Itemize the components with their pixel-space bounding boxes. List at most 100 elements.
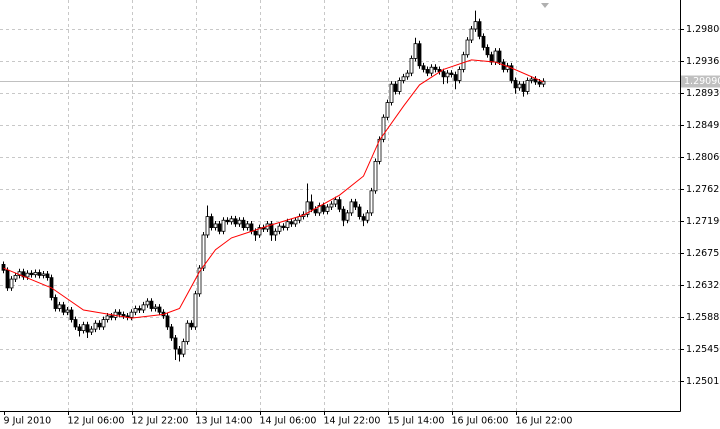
candle-body — [93, 322, 98, 330]
candle-body — [233, 218, 238, 225]
y-tick-label: 1.25885 — [686, 312, 720, 323]
y-tick-label: 1.27190 — [686, 216, 720, 227]
candle-body — [37, 272, 42, 276]
candle-body — [349, 201, 354, 214]
candle-body — [269, 223, 274, 236]
candle-body — [69, 309, 74, 320]
candle-body — [433, 66, 438, 70]
candle-body — [309, 201, 314, 210]
candle-body — [465, 39, 470, 56]
candle-body — [381, 116, 386, 140]
candle-body — [197, 267, 202, 295]
candle-body — [9, 278, 14, 289]
y-tick-label: 1.26755 — [686, 248, 720, 259]
plot — [1, 10, 546, 362]
candle-body — [441, 71, 446, 78]
y-tick-label: 1.25450 — [686, 344, 720, 355]
candle-body — [385, 102, 390, 118]
candle-body — [177, 348, 182, 355]
candle-body — [397, 80, 402, 92]
candle-body — [101, 319, 106, 328]
candle-body — [185, 322, 190, 343]
x-tick-label: 16 Jul 22:00 — [516, 416, 573, 427]
candle-body — [529, 78, 534, 81]
candle-body — [477, 21, 482, 37]
candle-body — [97, 322, 102, 328]
candle-body — [133, 308, 138, 313]
candle-body — [513, 80, 518, 89]
candle-body — [1, 263, 6, 271]
candle-body — [457, 69, 462, 81]
candle-body — [165, 315, 170, 328]
candle-body — [337, 199, 342, 210]
candle-body — [429, 66, 434, 74]
candle-body — [129, 311, 134, 318]
candle-body — [485, 46, 490, 56]
candle-body — [221, 219, 226, 232]
x-tick-label: 12 Jul 22:00 — [132, 416, 189, 427]
candle-body — [421, 65, 426, 70]
x-tick-label: 12 Jul 06:00 — [68, 416, 125, 427]
candle-body — [341, 208, 346, 221]
candle-body — [409, 58, 414, 74]
candle-body — [357, 206, 362, 217]
current-price-label: 1.29090 — [684, 76, 720, 87]
candle-body — [241, 219, 246, 229]
candle-body — [61, 304, 66, 313]
candle-body — [285, 221, 290, 229]
candle-body — [245, 223, 250, 229]
candle-body — [229, 218, 234, 223]
candle-body — [405, 72, 410, 78]
candle-body — [361, 216, 366, 221]
candle-body — [201, 234, 206, 269]
candle-body — [145, 300, 150, 306]
x-tick-label: 14 Jul 06:00 — [260, 416, 317, 427]
candle-body — [29, 272, 34, 276]
y-tick-label: 1.29365 — [686, 56, 720, 67]
current-price-box — [681, 75, 720, 88]
candle-body — [277, 225, 282, 232]
candle-body — [21, 271, 26, 278]
candle-body — [77, 326, 82, 331]
candle-body — [321, 205, 326, 212]
candle-body — [257, 227, 262, 236]
y-tick-label: 1.29800 — [686, 24, 720, 35]
y-tick-label: 1.27625 — [686, 184, 720, 195]
candle-body — [157, 306, 162, 313]
candle-body — [417, 43, 422, 67]
candle-body — [81, 324, 86, 331]
candle-body — [453, 74, 458, 81]
candle-body — [213, 223, 218, 229]
candle-body — [473, 21, 478, 30]
candle-body — [289, 221, 294, 225]
candle-body — [253, 230, 258, 236]
candle-body — [329, 203, 334, 208]
candle-body — [217, 223, 222, 232]
moving-average — [3, 59, 544, 319]
candle-body — [481, 35, 486, 48]
candle-body — [105, 315, 110, 320]
candle-body — [305, 201, 310, 215]
candle-body — [313, 208, 318, 214]
candle-body — [469, 28, 474, 41]
candle-body — [137, 308, 142, 311]
candle-body — [57, 304, 62, 309]
grid — [0, 0, 680, 411]
y-tick-label: 1.25015 — [686, 376, 720, 387]
y-tick-label: 1.26320 — [686, 280, 720, 291]
candle-body — [389, 83, 394, 103]
candle-body — [117, 311, 122, 315]
candle-body — [181, 341, 186, 355]
candle-body — [537, 81, 542, 85]
candle-body — [33, 272, 38, 276]
candle-body — [141, 304, 146, 311]
candle-body — [493, 50, 498, 63]
candle-body — [225, 219, 230, 223]
candle-body — [541, 80, 546, 85]
candle-body — [189, 322, 194, 328]
candle-body — [205, 216, 210, 236]
candle-body — [249, 223, 254, 232]
candle-body — [521, 83, 526, 92]
candle-body — [333, 199, 338, 205]
candle-body — [449, 72, 454, 75]
